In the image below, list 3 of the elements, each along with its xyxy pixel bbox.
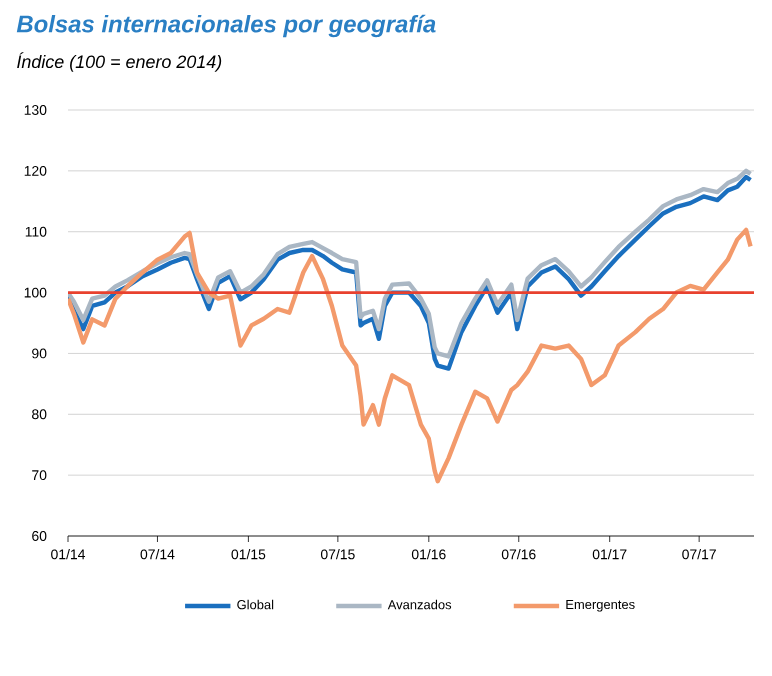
- line-series: [68, 227, 753, 484]
- chart-title: Bolsas internacionales por geografía: [16, 14, 436, 38]
- chart-subtitle: Índice (100 = enero 2014): [17, 52, 222, 72]
